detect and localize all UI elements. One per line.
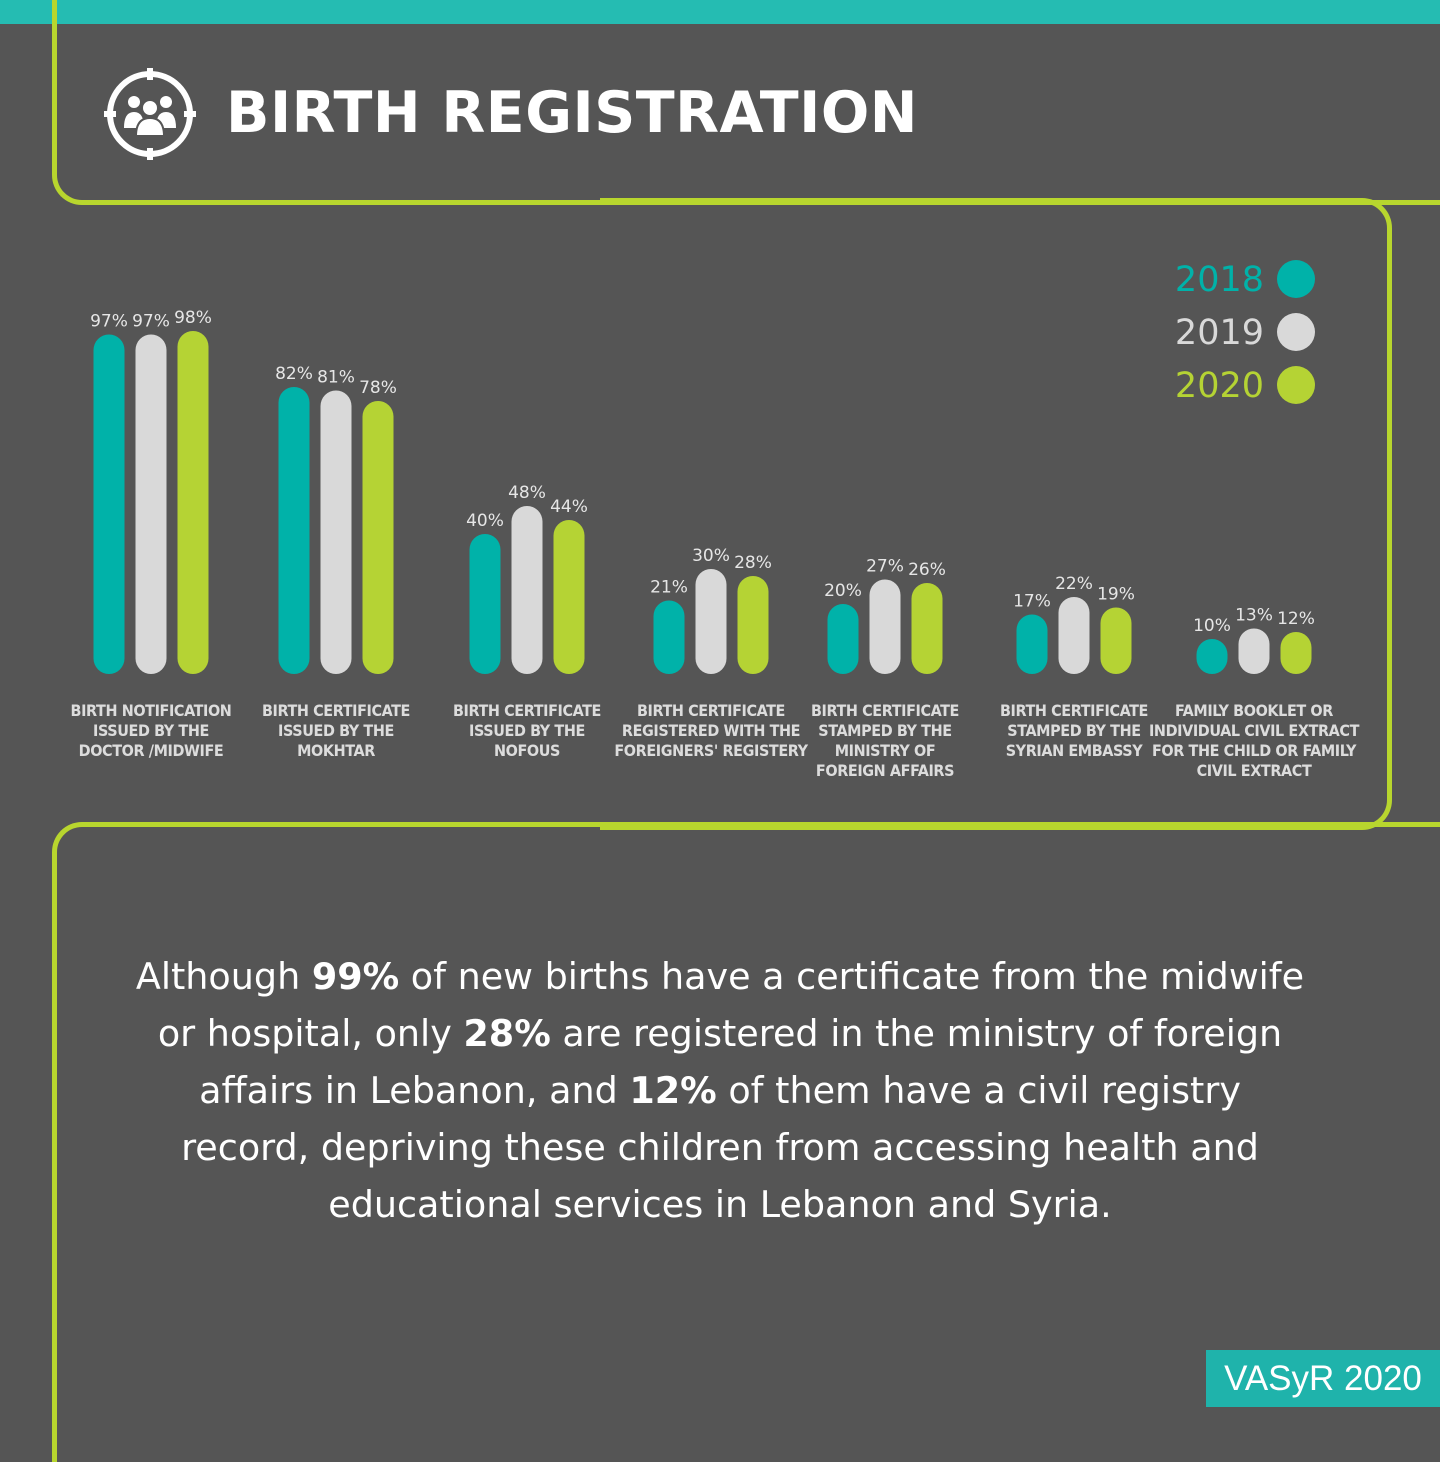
legend-swatch-2020 [1277, 366, 1315, 404]
value-label: 28% [734, 553, 772, 573]
value-label: 97% [132, 312, 170, 332]
bar-2019-6 [1058, 597, 1090, 674]
legend-swatch-2019 [1277, 313, 1315, 351]
value-label: 21% [650, 578, 688, 598]
bar-2018-7 [1196, 639, 1228, 674]
value-label: 13% [1235, 606, 1273, 626]
people-target-icon [104, 68, 196, 160]
value-label: 26% [908, 560, 946, 580]
value-label: 44% [550, 497, 588, 517]
value-label: 17% [1013, 592, 1051, 612]
bar-2018-6 [1016, 614, 1048, 674]
value-label: 78% [359, 378, 397, 398]
summary-highlight: 28% [463, 1012, 551, 1055]
summary-text: Although 99% of new births have a certif… [130, 948, 1310, 1233]
category-label: BIRTH CERTIFICATE STAMPED BY THE MINISTRY … [811, 701, 959, 780]
value-label: 19% [1097, 585, 1135, 605]
bar-2020-5 [911, 583, 943, 674]
chart-frame [600, 198, 1392, 830]
value-label: 12% [1277, 609, 1315, 629]
bar-2018-1 [93, 334, 125, 674]
bar-2019-1 [135, 334, 167, 674]
bar-2018-4 [653, 600, 685, 674]
top-accent-bar [0, 0, 1440, 24]
source-badge: VASyR 2020 [1206, 1350, 1440, 1407]
bar-2020-7 [1280, 632, 1312, 674]
value-label: 30% [692, 546, 730, 566]
value-label: 10% [1193, 616, 1231, 636]
value-label: 81% [317, 368, 355, 388]
bar-2018-3 [469, 534, 501, 674]
value-label: 22% [1055, 574, 1093, 594]
bar-2020-3 [553, 520, 585, 674]
bar-2019-7 [1238, 628, 1270, 674]
value-label: 97% [90, 312, 128, 332]
category-label: BIRTH CERTIFICATE REGISTERED WITH THE FORE… [614, 701, 808, 760]
category-label: BIRTH CERTIFICATE ISSUED BY THE NOFOUS [453, 701, 601, 760]
bar-2018-2 [278, 387, 310, 674]
summary-text-part: are registered in the ministry of foreig… [199, 1012, 1283, 1112]
summary-highlight: 99% [311, 955, 400, 998]
value-label: 82% [275, 364, 313, 384]
bar-2020-1 [177, 331, 209, 674]
page-title: BIRTH REGISTRATION [226, 80, 918, 146]
category-label: BIRTH CERTIFICATE STAMPED BY THE SYRIAN EM… [1000, 701, 1148, 760]
bar-2019-2 [320, 390, 352, 674]
legend-swatch-2018 [1277, 260, 1315, 298]
bar-2018-5 [827, 604, 859, 674]
category-label: BIRTH CERTIFICATE ISSUED BY THE MOKHTAR [262, 701, 410, 760]
legend-label-2018: 2018 [1175, 260, 1264, 300]
bar-2020-6 [1100, 607, 1132, 674]
value-label: 20% [824, 581, 862, 601]
bar-2020-4 [737, 576, 769, 674]
category-label: BIRTH NOTIFICATION ISSUED BY THE DOCTOR /M… [71, 701, 232, 760]
value-label: 40% [466, 511, 504, 531]
legend-label-2020: 2020 [1175, 366, 1264, 406]
category-label: FAMILY BOOKLET OR INDIVIDUAL CIVIL EXTRAC… [1149, 701, 1360, 780]
bar-2019-5 [869, 579, 901, 674]
value-label: 98% [174, 308, 212, 328]
legend-label-2019: 2019 [1175, 313, 1264, 353]
summary-text-part: of them have a civil registry record, de… [181, 1069, 1259, 1226]
summary-highlight: 12% [629, 1069, 717, 1112]
summary-text-part: Although [135, 955, 312, 998]
summary-text-part: of new births have a certificate from th… [157, 955, 1305, 1055]
bar-2020-2 [362, 401, 394, 674]
bar-2019-3 [511, 506, 543, 674]
summary-frame [52, 822, 1440, 1462]
value-label: 27% [866, 557, 904, 577]
value-label: 48% [508, 483, 546, 503]
bar-2019-4 [695, 569, 727, 674]
